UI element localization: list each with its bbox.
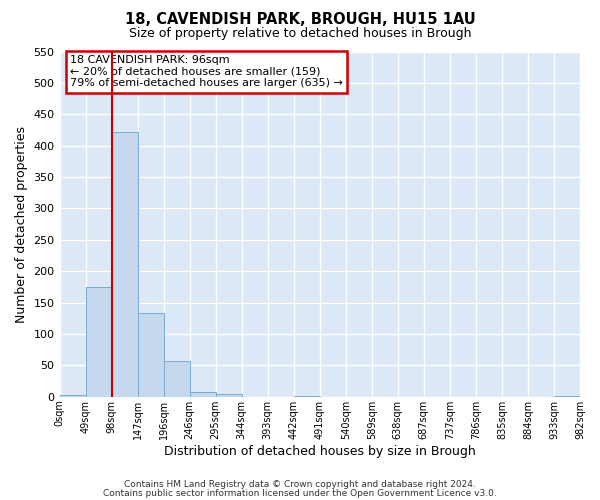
Bar [112,132,137,397]
Text: 18 CAVENDISH PARK: 96sqm
← 20% of detached houses are smaller (159)
79% of semi-: 18 CAVENDISH PARK: 96sqm ← 20% of detach… [70,55,343,88]
Bar [294,396,320,397]
Bar [190,392,215,397]
Text: Contains HM Land Registry data © Crown copyright and database right 2024.: Contains HM Land Registry data © Crown c… [124,480,476,489]
Bar [215,394,242,397]
X-axis label: Distribution of detached houses by size in Brough: Distribution of detached houses by size … [164,444,476,458]
Text: Contains public sector information licensed under the Open Government Licence v3: Contains public sector information licen… [103,490,497,498]
Text: 18, CAVENDISH PARK, BROUGH, HU15 1AU: 18, CAVENDISH PARK, BROUGH, HU15 1AU [125,12,475,28]
Bar [137,314,164,397]
Bar [164,361,190,397]
Bar [86,287,112,397]
Text: Size of property relative to detached houses in Brough: Size of property relative to detached ho… [129,28,471,40]
Bar [554,396,580,397]
Y-axis label: Number of detached properties: Number of detached properties [15,126,28,322]
Bar [59,395,86,397]
